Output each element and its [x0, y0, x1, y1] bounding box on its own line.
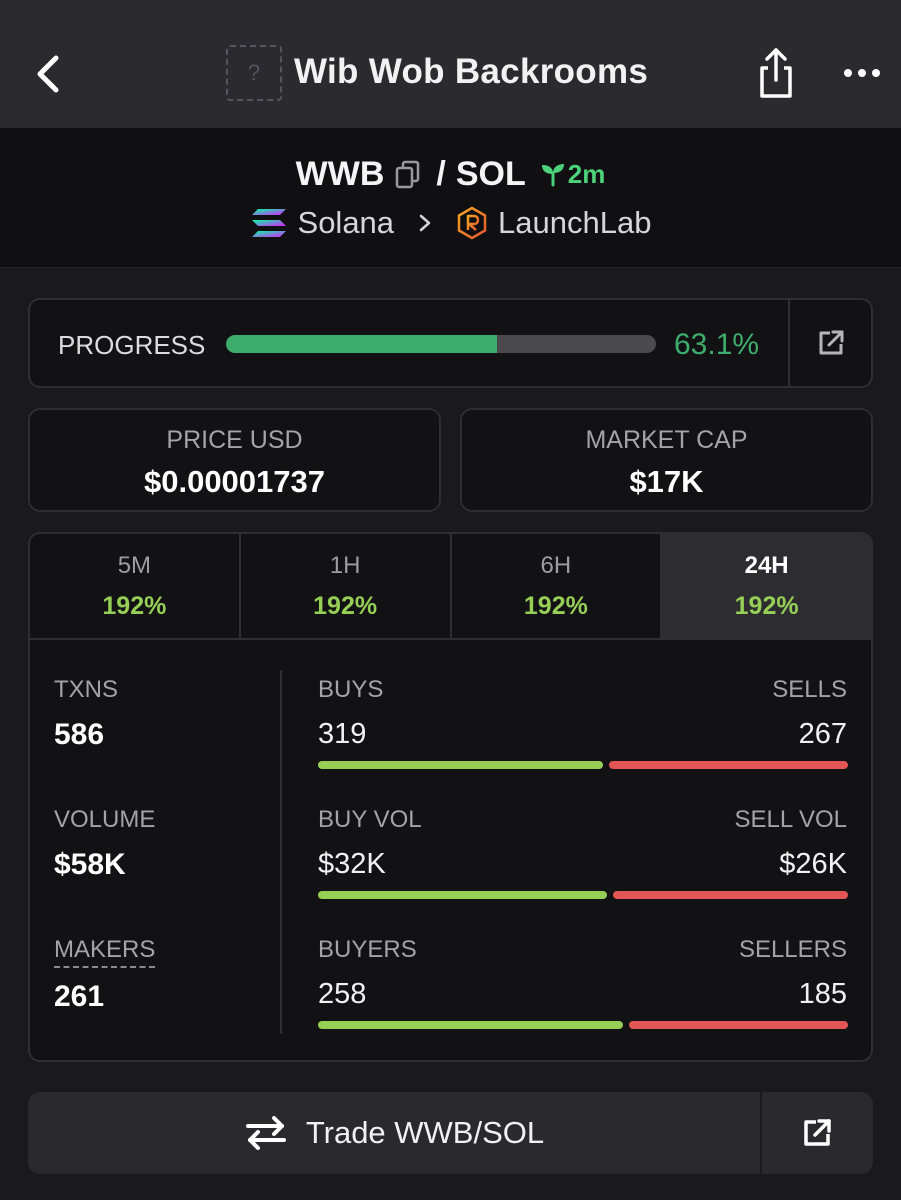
tab-change: 192% [734, 592, 799, 620]
tab-label: 6H [540, 552, 572, 579]
volume-value: $58K [54, 848, 126, 881]
tab-label: 5M [117, 552, 152, 579]
buy-vol-bar [318, 891, 607, 899]
progress-percent: 63.1% [674, 328, 760, 361]
makers-value: 261 [54, 980, 105, 1013]
sellers-label: SELLERS [738, 936, 847, 963]
tab-1h[interactable]: 1H 192% [241, 534, 452, 638]
price-card: PRICE USD $0.00001737 [28, 408, 441, 512]
progress-bar [226, 335, 656, 353]
progress-card: PROGRESS 63.1% [28, 298, 873, 388]
pair-header [0, 128, 901, 268]
pair-separator: / [436, 154, 446, 193]
tab-change: 192% [313, 592, 378, 620]
sell-vol-bar [613, 891, 848, 899]
more-horizontal-icon [844, 69, 880, 77]
chevron-left-icon [37, 55, 59, 93]
external-link-icon [819, 330, 844, 355]
tab-change: 192% [523, 592, 588, 620]
trade-button[interactable]: Trade WWB/SOL [28, 1092, 760, 1174]
swap-icon [245, 1116, 286, 1150]
chevron-right-icon [419, 214, 431, 232]
txns-label: TXNS [54, 676, 119, 703]
sprout-icon [541, 164, 564, 187]
sell-vol-label: SELL VOL [734, 806, 847, 833]
buyers-bar [318, 1021, 623, 1029]
buy-vol-label: BUY VOL [318, 806, 422, 833]
buys-label: BUYS [318, 676, 384, 703]
divider [760, 1092, 762, 1174]
market-cap-label: MARKET CAP [585, 426, 748, 454]
solana-icon [251, 209, 286, 237]
sellers-bar [629, 1021, 848, 1029]
tab-label: 1H [329, 552, 361, 579]
more-options-button[interactable] [840, 58, 884, 88]
progress-external-link-button[interactable] [814, 326, 848, 360]
pair-title: WWB / SOL 2m [0, 152, 901, 196]
buys-value: 319 [318, 718, 367, 750]
external-link-icon [804, 1119, 831, 1146]
sellers-value: 185 [798, 978, 847, 1010]
tab-label: 24H [744, 552, 789, 579]
buys-bar [318, 761, 603, 769]
column-divider [280, 670, 282, 1034]
progress-label: PROGRESS [58, 330, 206, 360]
tab-change: 192% [102, 592, 167, 620]
timeframe-tabs: 5M 192% 1H 192% 6H 192% 24H 192% [30, 534, 871, 640]
stats-card: 5M 192% 1H 192% 6H 192% 24H 192% TXNS 58… [28, 532, 873, 1062]
chain-name[interactable]: Solana [297, 205, 395, 240]
launchlab-icon [457, 206, 487, 240]
sells-bar [609, 761, 848, 769]
price-value: $0.00001737 [143, 464, 326, 499]
top-bar: ? Wib Wob Backrooms [0, 0, 901, 128]
tab-5m[interactable]: 5M 192% [30, 534, 241, 638]
placeholder-icon: ? [247, 60, 261, 85]
share-icon [760, 48, 792, 98]
trade-external-link-button[interactable] [798, 1114, 836, 1152]
copy-icon[interactable] [394, 159, 422, 189]
base-symbol: WWB [295, 154, 385, 193]
token-image-placeholder: ? [226, 45, 282, 101]
tab-6h[interactable]: 6H 192% [452, 534, 663, 638]
pair-age: 2m [540, 158, 606, 190]
market-cap-value: $17K [629, 464, 704, 499]
sells-label: SELLS [772, 676, 847, 703]
trade-label: Trade WWB/SOL [305, 1115, 545, 1150]
buy-vol-value: $32K [318, 848, 386, 880]
divider [788, 300, 790, 386]
buyers-label: BUYERS [318, 936, 417, 963]
txns-value: 586 [54, 718, 105, 751]
sell-vol-value: $26K [779, 848, 847, 880]
buyers-value: 258 [318, 978, 367, 1010]
age-text: 2m [567, 158, 606, 189]
back-button[interactable] [28, 48, 68, 100]
sells-value: 267 [798, 718, 847, 750]
price-label: PRICE USD [166, 426, 303, 454]
volume-label: VOLUME [54, 806, 156, 833]
market-cap-card: MARKET CAP $17K [460, 408, 873, 512]
quote-symbol: SOL [455, 154, 526, 193]
progress-bar-fill [226, 335, 498, 353]
trade-bar: Trade WWB/SOL [28, 1092, 873, 1174]
makers-label[interactable]: MAKERS [54, 936, 156, 968]
tab-24h[interactable]: 24H 192% [662, 534, 871, 638]
page-title: Wib Wob Backrooms [294, 52, 649, 91]
share-button[interactable] [752, 46, 800, 100]
breadcrumb: Solana LaunchLab [0, 202, 901, 244]
dex-name[interactable]: LaunchLab [498, 205, 652, 240]
